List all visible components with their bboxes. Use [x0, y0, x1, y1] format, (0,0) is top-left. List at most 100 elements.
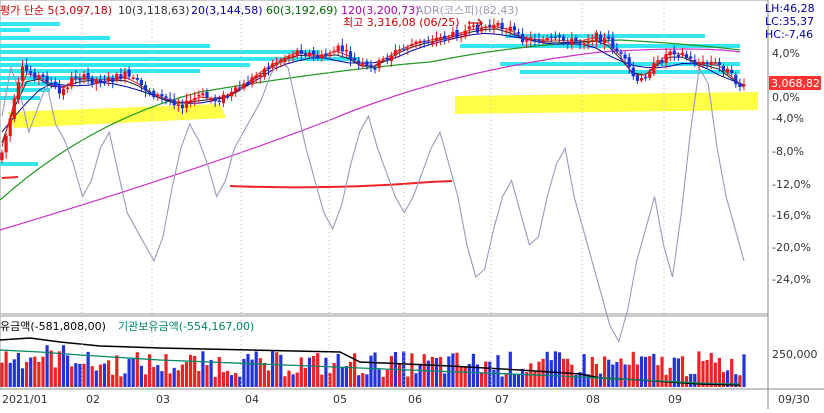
volume-bar — [668, 367, 672, 387]
volume-bar — [221, 372, 225, 387]
candle-body — [598, 34, 603, 43]
current-price-label: 3,068,82 — [771, 77, 820, 90]
candle-body — [201, 93, 205, 96]
volume-bar — [156, 365, 160, 387]
volume-bar — [164, 354, 168, 387]
volume-bar — [37, 361, 41, 387]
volume-bar — [123, 373, 127, 387]
volume-bar — [66, 355, 70, 387]
candle-body — [0, 152, 4, 160]
candle-body — [152, 90, 156, 98]
candle-body — [414, 41, 418, 44]
candle-body — [459, 36, 463, 38]
volume-bar — [291, 374, 295, 387]
candle-body — [12, 98, 16, 120]
volume-bar — [467, 364, 471, 387]
candle-body — [557, 35, 562, 38]
volume-bar — [623, 364, 627, 387]
volume-bar — [631, 351, 635, 387]
volume-bar — [197, 371, 201, 387]
candle-body — [156, 94, 160, 96]
volume-bar — [611, 364, 615, 387]
candle-body — [623, 54, 627, 59]
volume-bar — [389, 355, 393, 387]
volume-bar — [135, 352, 139, 387]
volume-bar — [635, 364, 639, 387]
y-tick: -12,0% — [772, 178, 811, 191]
x-tick: 02 — [86, 393, 100, 406]
candle-body — [115, 74, 119, 81]
candle-body — [361, 63, 365, 65]
candle-body — [250, 77, 254, 85]
volume-bar — [475, 364, 480, 387]
volume-bar — [20, 368, 25, 387]
volume-bar — [414, 373, 418, 387]
candle-body — [299, 50, 303, 54]
candle-body — [328, 54, 332, 56]
volume-bar — [25, 361, 29, 387]
candle-body — [234, 87, 238, 92]
volume-bar — [57, 351, 61, 387]
candle-body — [615, 48, 619, 52]
candle-body — [107, 77, 111, 81]
candle-body — [373, 67, 377, 70]
candle-body — [205, 92, 209, 98]
candle-body — [209, 98, 213, 101]
candle-body — [488, 24, 492, 27]
yellow-band — [455, 92, 758, 114]
candle-body — [94, 79, 98, 84]
volume-bar — [615, 362, 619, 387]
candle-body — [664, 54, 668, 63]
candle-body — [566, 41, 570, 45]
volume-bar — [603, 356, 607, 387]
candle-body — [316, 55, 320, 58]
volume-bar — [344, 366, 348, 387]
volume-bar — [598, 373, 603, 387]
candle-body — [45, 75, 49, 83]
volume-bar — [398, 364, 402, 387]
volume-legend-2: 기관보유금액(-554,167,00) — [118, 320, 254, 333]
candle-body — [455, 29, 459, 38]
volume-bar — [480, 372, 484, 387]
volume-bar — [512, 374, 516, 387]
volume-bar — [570, 364, 574, 387]
volume-bar — [193, 356, 197, 387]
volume-bar — [521, 368, 525, 387]
candle-body — [8, 118, 12, 137]
volume-bar — [455, 352, 459, 387]
candle-body — [131, 77, 135, 79]
hc-label: HC:-7,46 — [765, 28, 813, 41]
candle-body — [713, 62, 717, 64]
y-tick: -20,0% — [772, 241, 811, 254]
volume-bar — [131, 357, 135, 387]
volume-bar — [320, 374, 324, 387]
liquidity-bar — [0, 88, 50, 92]
candle-body — [29, 71, 33, 74]
volume-bar — [41, 356, 45, 387]
volume-lines — [0, 337, 741, 386]
volume-bar — [430, 356, 434, 387]
candle-body — [471, 25, 475, 27]
liquidity-bar — [0, 57, 360, 61]
candle-body — [635, 75, 639, 81]
volume-bar — [738, 375, 742, 387]
candle-body — [98, 79, 102, 83]
volume-legend-1: 유금액(-581,808,00) — [0, 320, 106, 333]
volume-bar — [726, 370, 730, 387]
volume-bar — [82, 363, 86, 387]
high-arrow — [468, 18, 483, 28]
volume-bar — [287, 370, 291, 387]
candle-body — [221, 94, 225, 104]
volume-bar — [537, 361, 541, 387]
volume-bar — [705, 360, 709, 387]
volume-bar — [434, 358, 439, 387]
candle-body — [475, 24, 480, 33]
volume-bar — [361, 373, 365, 387]
volume-bar — [254, 351, 258, 387]
x-tick: 07 — [495, 393, 509, 406]
volume-bar — [701, 361, 705, 387]
volume-bar — [217, 357, 221, 387]
x-tick: 09 — [668, 393, 682, 406]
volume-bar — [574, 375, 578, 387]
